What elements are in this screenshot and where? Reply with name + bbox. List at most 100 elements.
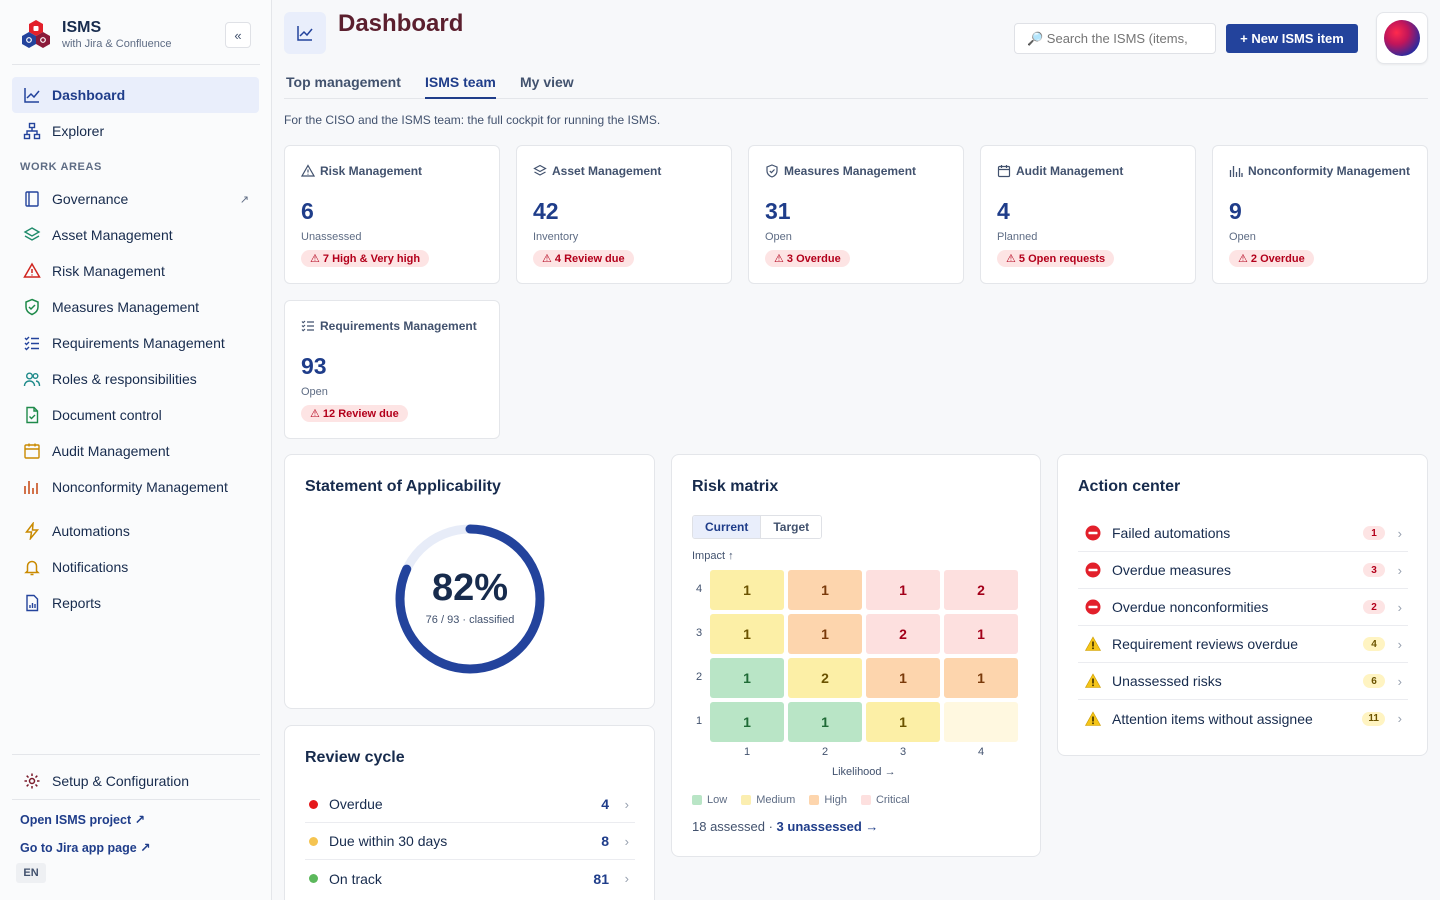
shield-check-icon — [766, 164, 778, 178]
kpi-value: 93 — [301, 353, 327, 379]
sidebar-item-setup[interactable]: Setup & Configuration — [12, 763, 259, 799]
sidebar-item-notifications[interactable]: Notifications — [12, 549, 259, 585]
unassessed-link[interactable]: 3 unassessed → — [776, 819, 879, 834]
kpi-alert-badge[interactable]: ⚠ 7 High & Very high — [301, 250, 430, 267]
chevron-right-icon: › — [624, 833, 629, 849]
matrix-cell[interactable]: 2 — [866, 614, 940, 654]
sidebar-item-label: Roles & responsibilities — [52, 371, 197, 387]
matrix-cell[interactable]: 1 — [866, 702, 940, 742]
review-row-overdue[interactable]: Overdue 4 › — [305, 786, 635, 823]
sidebar-item-audit-management[interactable]: Audit Management — [12, 433, 259, 469]
brand[interactable]: ISMS with Jira & Confluence — [20, 17, 171, 53]
legend-swatch — [860, 795, 871, 805]
sidebar-item-label: Reports — [52, 595, 102, 611]
kpi-alert-badge[interactable]: ⚠ 3 Overdue — [765, 250, 850, 267]
new-isms-item-button[interactable]: + New ISMS item — [1226, 24, 1358, 53]
kpi-card-requirements-management[interactable]: Requirements Management 93 Open ⚠ 12 Rev… — [284, 300, 500, 439]
sidebar-item-label: Requirements Management — [52, 335, 225, 351]
sidebar-item-dashboard[interactable]: Dashboard — [12, 77, 259, 113]
matrix-cell[interactable]: 1 — [710, 702, 784, 742]
no-entry-icon — [1084, 524, 1102, 542]
matrix-cell[interactable]: 1 — [710, 658, 784, 698]
kpi-card-nonconformity-management[interactable]: Nonconformity Management 9 Open ⚠ 2 Over… — [1212, 145, 1428, 284]
kpi-alert-badge[interactable]: ⚠ 2 Overdue — [1229, 250, 1314, 267]
action-row[interactable]: Attention items without assignee 11 › — [1078, 700, 1408, 737]
chevron-right-icon: › — [1397, 599, 1402, 615]
sidebar-item-roles[interactable]: Roles & responsibilities — [12, 361, 259, 397]
kpi-alert-badge[interactable]: ⚠ 4 Review due — [533, 250, 634, 267]
kpi-card-measures-management[interactable]: Measures Management 31 Open ⚠ 3 Overdue — [748, 145, 964, 284]
matrix-cell[interactable]: 1 — [788, 702, 862, 742]
checklist-icon — [301, 320, 314, 332]
tab-isms-team[interactable]: ISMS team — [425, 74, 496, 99]
user-menu[interactable] — [1376, 12, 1428, 64]
kpi-alert-badge[interactable]: ⚠ 5 Open requests — [997, 250, 1115, 267]
sidebar-item-nonconformity-management[interactable]: Nonconformity Management — [12, 469, 259, 505]
sidebar-item-reports[interactable]: Reports — [12, 585, 259, 621]
kpi-card-asset-management[interactable]: Asset Management 42 Inventory ⚠ 4 Review… — [516, 145, 732, 284]
legend-label: Critical — [875, 794, 910, 806]
chart-line-icon — [22, 85, 42, 105]
sidebar-item-explorer[interactable]: Explorer — [12, 113, 259, 149]
kpi-title: Measures Management — [784, 164, 917, 178]
panel-title: Statement of Applicability — [305, 478, 501, 495]
matrix-cell[interactable]: 1 — [866, 658, 940, 698]
matrix-cell[interactable]: 1 — [710, 614, 784, 654]
action-center-panel: Action center Failed automations 1 › Overdu… — [1057, 454, 1428, 756]
impact-level-label: 4 — [696, 583, 703, 595]
sidebar-item-automations[interactable]: Automations — [12, 513, 259, 549]
action-row[interactable]: Failed automations 1 › — [1078, 515, 1408, 552]
review-row-due-soon[interactable]: Due within 30 days 8 › — [305, 823, 635, 860]
matrix-view-toggle: Current Target — [692, 515, 823, 539]
kpi-title: Audit Management — [1016, 164, 1124, 178]
warning-icon — [22, 261, 42, 281]
donut-progress — [395, 524, 545, 674]
matrix-cell[interactable]: 2 — [944, 570, 1018, 610]
kpi-card-risk-management[interactable]: Risk Management 6 Unassessed ⚠ 7 High & … — [284, 145, 500, 284]
isms-logo-icon — [20, 19, 52, 51]
matrix-cell[interactable]: 2 — [788, 658, 862, 698]
tab-my-view[interactable]: My view — [520, 74, 574, 90]
matrix-cell[interactable]: 1 — [788, 614, 862, 654]
kpi-label: Unassessed — [301, 231, 362, 243]
action-row[interactable]: Unassessed risks 6 › — [1078, 663, 1408, 700]
review-row-on-track[interactable]: On track 81 › — [305, 860, 635, 897]
count-badge: 6 — [1363, 674, 1385, 688]
toggle-target[interactable]: Target — [761, 516, 822, 538]
report-icon — [22, 593, 42, 613]
action-row[interactable]: Overdue measures 3 › — [1078, 552, 1408, 589]
likelihood-level-label: 4 — [977, 746, 985, 758]
legend-item: Low — [692, 794, 727, 806]
matrix-cell[interactable] — [944, 702, 1018, 742]
search-input[interactable] — [1014, 23, 1216, 54]
sidebar-item-label: Governance — [52, 191, 129, 207]
collapse-sidebar-button[interactable]: « — [225, 22, 251, 48]
matrix-cell[interactable]: 1 — [944, 614, 1018, 654]
tab-top-management[interactable]: Top management — [286, 74, 401, 90]
sidebar-item-governance[interactable]: Governance ↗ — [12, 181, 259, 217]
language-switcher[interactable]: EN — [16, 863, 46, 883]
matrix-cell[interactable]: 1 — [944, 658, 1018, 698]
legend-item: High — [809, 794, 847, 806]
warning-icon — [301, 164, 315, 177]
sidebar-item-risk-management[interactable]: Risk Management — [12, 253, 259, 289]
kpi-label: Inventory — [533, 231, 579, 243]
sidebar-item-measures-management[interactable]: Measures Management — [12, 289, 259, 325]
bar-chart-icon — [22, 477, 42, 497]
sidebar-item-requirements-management[interactable]: Requirements Management — [12, 325, 259, 361]
no-entry-icon — [1084, 598, 1102, 616]
kpi-card-audit-management[interactable]: Audit Management 4 Planned ⚠ 5 Open requ… — [980, 145, 1196, 284]
matrix-cell[interactable]: 1 — [788, 570, 862, 610]
action-row[interactable]: Overdue nonconformities 2 › — [1078, 589, 1408, 626]
review-count: 81 — [593, 870, 609, 887]
matrix-cell[interactable]: 1 — [710, 570, 784, 610]
sidebar-item-asset-management[interactable]: Asset Management — [12, 217, 259, 253]
open-isms-project-link[interactable]: Open ISMS project ↗ — [20, 813, 146, 827]
kpi-alert-badge[interactable]: ⚠ 12 Review due — [301, 405, 408, 422]
chevron-right-icon: › — [1397, 636, 1402, 652]
toggle-current[interactable]: Current — [693, 516, 762, 538]
jira-app-page-link[interactable]: Go to Jira app page ↗ — [20, 841, 151, 855]
matrix-cell[interactable]: 1 — [866, 570, 940, 610]
action-row[interactable]: Requirement reviews overdue 4 › — [1078, 626, 1408, 663]
sidebar-item-document-control[interactable]: Document control — [12, 397, 259, 433]
